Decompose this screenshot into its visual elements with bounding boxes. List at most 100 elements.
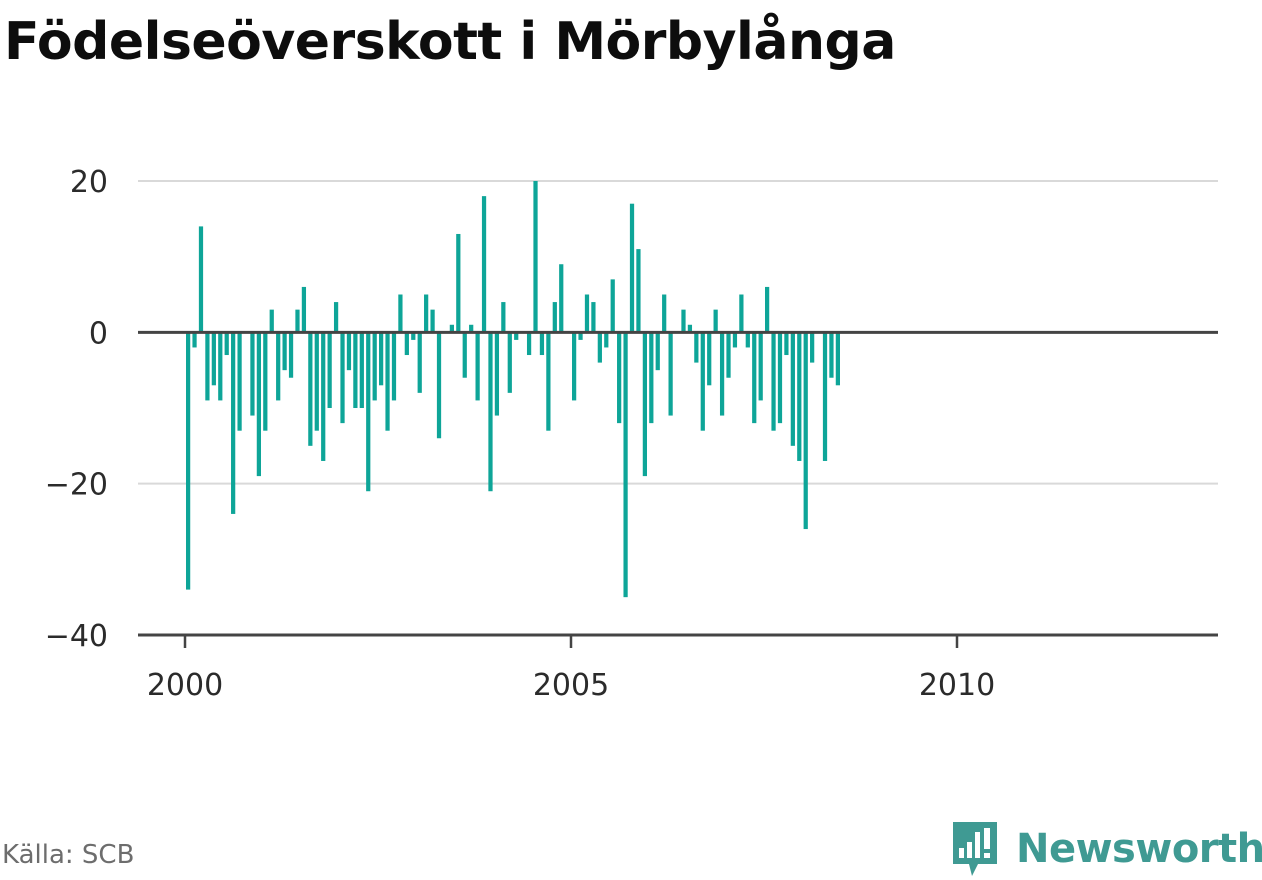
- y-tick-label: 0: [89, 316, 108, 351]
- source-note: Källa: SCB: [2, 840, 135, 870]
- axes: [138, 330, 1218, 648]
- bar: [462, 332, 467, 378]
- bar: [546, 332, 551, 431]
- bar: [211, 332, 216, 386]
- bar: [411, 332, 416, 340]
- bar: [771, 332, 776, 431]
- bar: [790, 332, 795, 446]
- bar: [578, 332, 583, 340]
- bar: [186, 332, 191, 590]
- bar: [803, 332, 808, 530]
- grid-lines: [138, 180, 1218, 485]
- bar: [687, 324, 693, 333]
- bar: [591, 302, 596, 333]
- y-tick-labels: 20 0 −20 −40: [45, 165, 108, 654]
- bar: [777, 332, 783, 424]
- bar: [681, 309, 686, 333]
- bar: [288, 332, 294, 378]
- bar: [449, 324, 454, 333]
- bar: [707, 332, 712, 386]
- bar: [649, 332, 654, 424]
- x-tick-labels: 200020052010201520202025: [147, 668, 995, 703]
- bar: [366, 332, 371, 492]
- bar: [417, 332, 422, 393]
- bar: [829, 332, 834, 378]
- bar: [752, 332, 757, 424]
- bar: [333, 302, 339, 333]
- bar: [276, 332, 281, 401]
- bar: [475, 332, 480, 401]
- bar: [237, 332, 242, 431]
- bar: [488, 332, 493, 492]
- bar: [469, 324, 474, 333]
- bar-chart: 20 0 −20 −40 200020052010201520202025: [45, 165, 1218, 703]
- bar: [379, 332, 384, 386]
- bar: [765, 286, 770, 333]
- bar: [655, 332, 660, 371]
- bar: [263, 332, 268, 431]
- bar: [784, 332, 789, 356]
- bar: [642, 332, 647, 477]
- y-tick-label: −20: [45, 468, 108, 503]
- bar: [604, 332, 609, 348]
- bar: [719, 332, 725, 416]
- bar: [424, 294, 429, 333]
- brand-name: Newsworthy: [1016, 826, 1262, 872]
- bar: [250, 332, 255, 416]
- bar: [198, 226, 204, 333]
- bar: [398, 294, 403, 333]
- bar: [700, 332, 705, 431]
- bar: [732, 332, 738, 348]
- newsworthy-logo-icon: [953, 822, 997, 876]
- bar: [494, 332, 500, 416]
- bar: [314, 332, 319, 431]
- bar: [321, 332, 326, 461]
- bar: [597, 332, 602, 363]
- bar: [385, 332, 390, 431]
- bar: [835, 332, 840, 386]
- bar: [353, 332, 358, 408]
- bar: [533, 181, 538, 333]
- bar: [224, 332, 229, 356]
- bar: [481, 196, 487, 333]
- bar: [301, 286, 307, 333]
- bar: [295, 309, 300, 333]
- bar: [340, 332, 345, 424]
- bar: [758, 332, 763, 401]
- bar: [391, 332, 397, 401]
- chart-title: Födelseöverskott i Mörbylånga: [4, 12, 896, 72]
- bar: [668, 332, 673, 416]
- bar: [404, 332, 409, 356]
- bar: [436, 332, 442, 439]
- x-tick-label: 2010: [919, 668, 995, 703]
- bar: [559, 264, 564, 333]
- bar: [269, 309, 274, 333]
- bar: [308, 332, 313, 446]
- bar: [526, 332, 532, 356]
- bar: [713, 309, 718, 333]
- x-tick-label: 2000: [147, 668, 223, 703]
- bar: [636, 249, 641, 333]
- bar: [745, 332, 750, 348]
- y-tick-label: −40: [45, 619, 108, 654]
- bar: [610, 279, 615, 333]
- bar: [726, 332, 731, 378]
- y-tick-label: 20: [70, 165, 108, 200]
- bar: [192, 332, 197, 348]
- bar: [739, 294, 744, 333]
- bar: [507, 332, 512, 393]
- bar: [694, 332, 699, 363]
- brand-logo[interactable]: Newsworthy: [950, 818, 1262, 880]
- bar: [822, 332, 828, 461]
- bar: [514, 332, 519, 340]
- bar: [256, 332, 261, 477]
- bar: [539, 332, 545, 356]
- bar: [282, 332, 287, 371]
- bar: [797, 332, 802, 461]
- bars: [186, 181, 840, 598]
- bar: [346, 332, 352, 371]
- bar: [629, 203, 635, 333]
- bar: [584, 294, 590, 333]
- bar: [372, 332, 377, 401]
- bar: [572, 332, 577, 401]
